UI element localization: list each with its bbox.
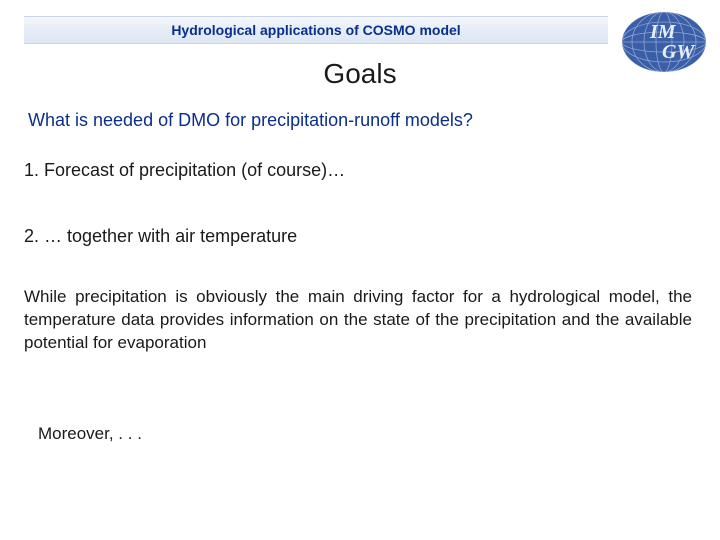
header-bar: Hydrological applications of COSMO model xyxy=(24,16,608,44)
slide-title: Goals xyxy=(0,58,720,90)
slide: Hydrological applications of COSMO model… xyxy=(0,0,720,540)
list-item-1: 1. Forecast of precipitation (of course)… xyxy=(24,160,692,181)
list-item-2: 2. … together with air temperature xyxy=(24,226,692,247)
moreover-text: Moreover, . . . xyxy=(38,424,142,444)
body-paragraph: While precipitation is obviously the mai… xyxy=(24,286,692,355)
logo-text-top: IM xyxy=(649,21,677,43)
question-text: What is needed of DMO for precipitation-… xyxy=(28,110,692,131)
header-title: Hydrological applications of COSMO model xyxy=(171,22,460,38)
